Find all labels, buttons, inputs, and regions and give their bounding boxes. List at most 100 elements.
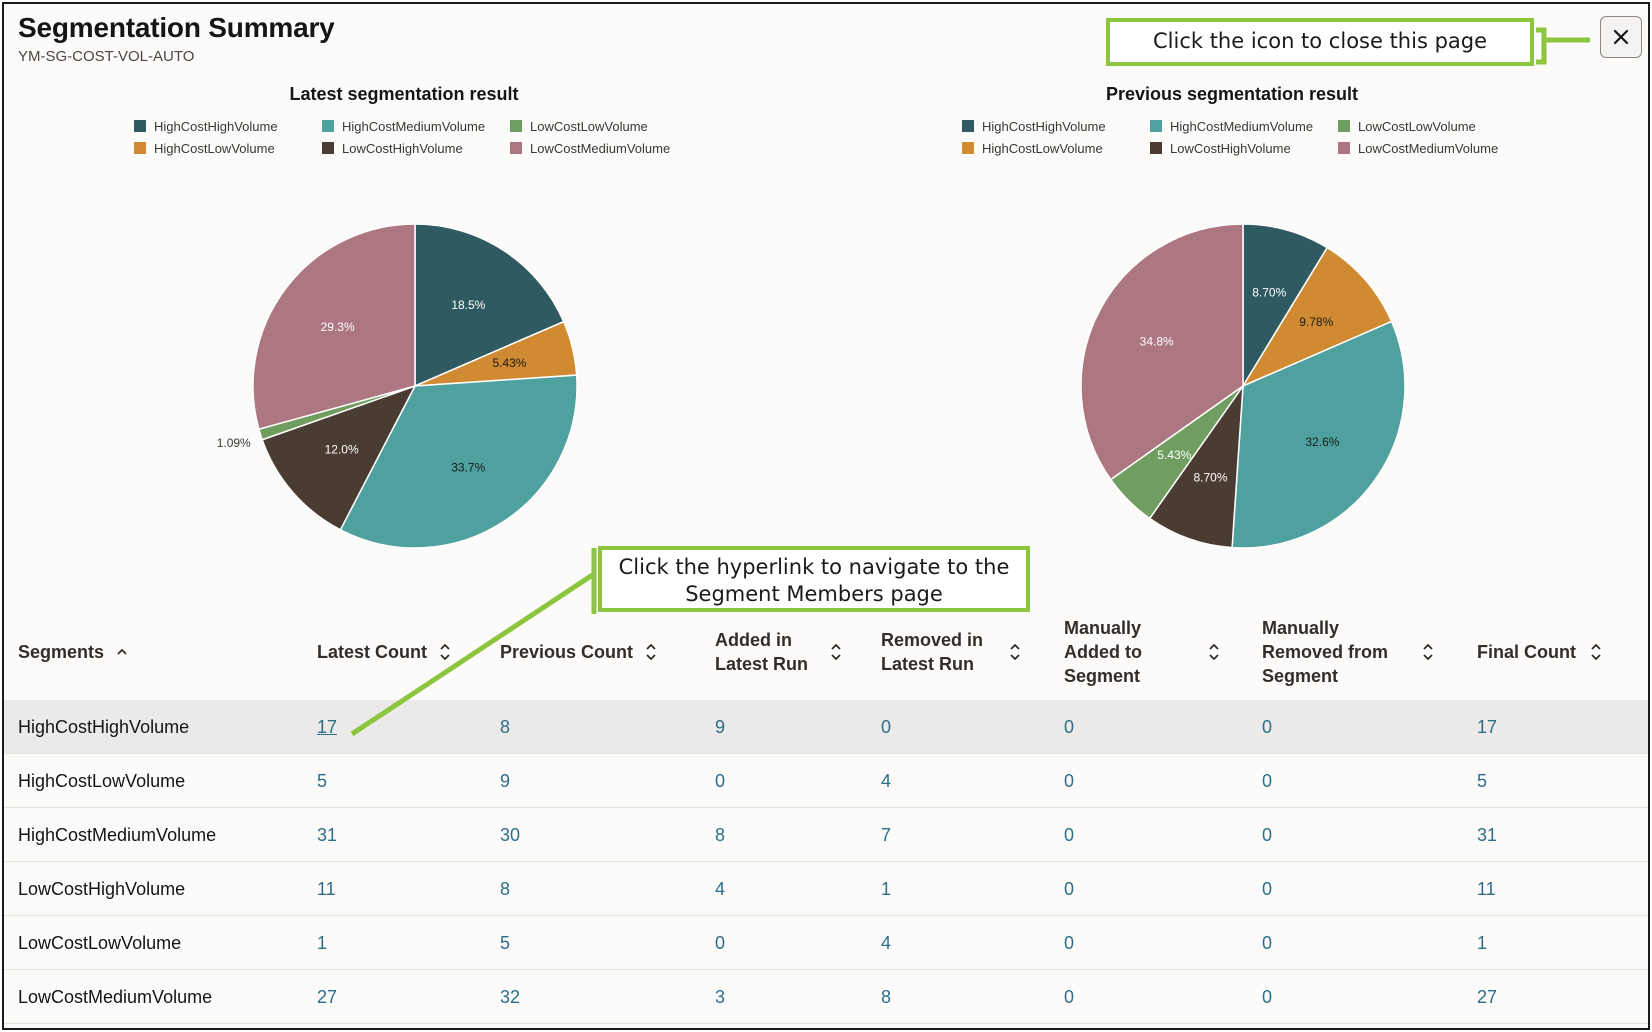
- count-link[interactable]: 0: [1262, 824, 1273, 845]
- count-link[interactable]: 30: [500, 824, 521, 845]
- count-link[interactable]: 8: [500, 878, 511, 899]
- count-link[interactable]: 4: [715, 878, 726, 899]
- count-link[interactable]: 0: [1262, 986, 1273, 1007]
- sort-icon[interactable]: [645, 643, 657, 661]
- count-link[interactable]: 5: [500, 932, 511, 953]
- pie-data-label: 29.3%: [321, 320, 355, 334]
- legend-label: HighCostHighVolume: [982, 118, 1106, 134]
- legend-item-high-cost-low-volume[interactable]: HighCostLowVolume: [134, 140, 322, 156]
- pie-slice-low-cost-medium-volume[interactable]: [1080, 223, 1244, 481]
- count-link[interactable]: 5: [1477, 770, 1488, 791]
- legend-swatch: [134, 142, 146, 154]
- count-link[interactable]: 0: [1262, 770, 1273, 791]
- sort-icon[interactable]: [1590, 643, 1602, 661]
- table-row[interactable]: HighCostLowVolume 5 9 0 4 0 0 5: [4, 754, 1648, 808]
- pie-data-label: 8.70%: [1193, 471, 1227, 485]
- count-link[interactable]: 8: [500, 716, 511, 737]
- sort-icon[interactable]: [1422, 643, 1434, 661]
- legend-item-high-cost-medium-volume[interactable]: HighCostMediumVolume: [322, 118, 510, 134]
- column-header-segments[interactable]: Segments: [18, 604, 128, 700]
- legend-item-high-cost-high-volume[interactable]: HighCostHighVolume: [134, 118, 322, 134]
- count-link[interactable]: 17: [317, 716, 338, 737]
- column-header-previous-count[interactable]: Previous Count: [500, 604, 657, 700]
- pie-slice-high-cost-high-volume[interactable]: [1242, 223, 1329, 389]
- table-row[interactable]: LowCostLowVolume 1 5 0 4 0 0 1: [4, 916, 1648, 970]
- legend-label: HighCostLowVolume: [982, 140, 1103, 156]
- column-header-manually-added-to-segment[interactable]: Manually Added to Segment: [1064, 604, 1220, 700]
- sort-icon[interactable]: [830, 643, 842, 661]
- count-link[interactable]: 9: [500, 770, 511, 791]
- hyperlink-callout: Click the hyperlink to navigate to the S…: [598, 546, 1030, 612]
- column-header-manually-removed-from-segment[interactable]: Manually Removed from Segment: [1262, 604, 1434, 700]
- legend-label: LowCostHighVolume: [1170, 140, 1291, 156]
- legend-item-high-cost-high-volume[interactable]: HighCostHighVolume: [962, 118, 1150, 134]
- table-row[interactable]: HighCostHighVolume 17 8 9 0 0 0 17: [4, 700, 1648, 754]
- count-link[interactable]: 0: [1064, 770, 1075, 791]
- column-header-latest-count[interactable]: Latest Count: [317, 604, 451, 700]
- pie-slice-high-cost-low-volume[interactable]: [1241, 246, 1393, 388]
- count-link[interactable]: 7: [881, 824, 892, 845]
- pie-slice-high-cost-high-volume[interactable]: [414, 223, 565, 388]
- latest-chart-panel: Latest segmentation result HighCostHighV…: [4, 80, 804, 560]
- table-header: Segments Latest Count Previous Count Added …: [4, 604, 1648, 700]
- legend-item-high-cost-low-volume[interactable]: HighCostLowVolume: [962, 140, 1150, 156]
- count-link[interactable]: 0: [1262, 716, 1273, 737]
- close-button[interactable]: [1600, 16, 1642, 58]
- table-row[interactable]: LowCostMediumVolume 27 32 3 8 0 0 27: [4, 970, 1648, 1024]
- legend-item-low-cost-medium-volume[interactable]: LowCostMediumVolume: [510, 140, 694, 156]
- count-link[interactable]: 17: [1477, 716, 1498, 737]
- count-link[interactable]: 0: [1262, 878, 1273, 899]
- legend-item-low-cost-high-volume[interactable]: LowCostHighVolume: [1150, 140, 1338, 156]
- pie-slice-low-cost-high-volume[interactable]: [1148, 383, 1244, 549]
- legend-swatch: [134, 120, 146, 132]
- count-link[interactable]: 4: [881, 770, 892, 791]
- sort-icon[interactable]: [439, 643, 451, 661]
- count-link[interactable]: 0: [1064, 932, 1075, 953]
- pie-slice-low-cost-medium-volume[interactable]: [252, 223, 416, 431]
- count-link[interactable]: 0: [1064, 986, 1075, 1007]
- table-row[interactable]: HighCostMediumVolume 31 30 8 7 0 0 31: [4, 808, 1648, 862]
- sort-icon[interactable]: [1208, 643, 1220, 661]
- column-header-removed-in-latest-run[interactable]: Removed in Latest Run: [881, 604, 1021, 700]
- count-link[interactable]: 27: [1477, 986, 1498, 1007]
- count-link[interactable]: 32: [500, 986, 521, 1007]
- count-link[interactable]: 11: [317, 878, 336, 899]
- legend-swatch: [962, 142, 974, 154]
- column-header-final-count[interactable]: Final Count: [1477, 604, 1602, 700]
- legend-item-low-cost-medium-volume[interactable]: LowCostMediumVolume: [1338, 140, 1522, 156]
- pie-slice-high-cost-medium-volume[interactable]: [1231, 320, 1406, 549]
- column-header-label: Removed in Latest Run: [881, 630, 984, 674]
- count-link[interactable]: 5: [317, 770, 328, 791]
- count-link[interactable]: 1: [317, 932, 328, 953]
- count-link[interactable]: 0: [1262, 932, 1273, 953]
- sort-ascending-icon[interactable]: [116, 647, 128, 657]
- count-link[interactable]: 31: [317, 824, 338, 845]
- count-link[interactable]: 0: [1064, 878, 1075, 899]
- count-link[interactable]: 1: [881, 878, 892, 899]
- count-link[interactable]: 0: [715, 932, 726, 953]
- legend-item-low-cost-low-volume[interactable]: LowCostLowVolume: [1338, 118, 1522, 134]
- count-link[interactable]: 31: [1477, 824, 1498, 845]
- pie-slice-high-cost-medium-volume[interactable]: [339, 374, 578, 549]
- legend-item-low-cost-high-volume[interactable]: LowCostHighVolume: [322, 140, 510, 156]
- pie-slice-low-cost-high-volume[interactable]: [261, 384, 417, 531]
- count-link[interactable]: 3: [715, 986, 726, 1007]
- legend-swatch: [322, 142, 334, 154]
- count-link[interactable]: 4: [881, 932, 892, 953]
- table-row[interactable]: LowCostHighVolume 11 8 4 1 0 0 11: [4, 862, 1648, 916]
- count-link[interactable]: 8: [715, 824, 726, 845]
- legend-item-low-cost-low-volume[interactable]: LowCostLowVolume: [510, 118, 694, 134]
- count-link[interactable]: 0: [881, 716, 892, 737]
- legend-item-high-cost-medium-volume[interactable]: HighCostMediumVolume: [1150, 118, 1338, 134]
- count-link[interactable]: 8: [881, 986, 892, 1007]
- count-link[interactable]: 0: [1064, 716, 1075, 737]
- count-link[interactable]: 11: [1477, 878, 1496, 899]
- count-link[interactable]: 0: [1064, 824, 1075, 845]
- count-link[interactable]: 1: [1477, 932, 1488, 953]
- count-link[interactable]: 27: [317, 986, 338, 1007]
- count-link[interactable]: 0: [715, 770, 726, 791]
- column-header-added-in-latest-run[interactable]: Added in Latest Run: [715, 604, 842, 700]
- count-link[interactable]: 9: [715, 716, 726, 737]
- sort-icon[interactable]: [1009, 643, 1021, 661]
